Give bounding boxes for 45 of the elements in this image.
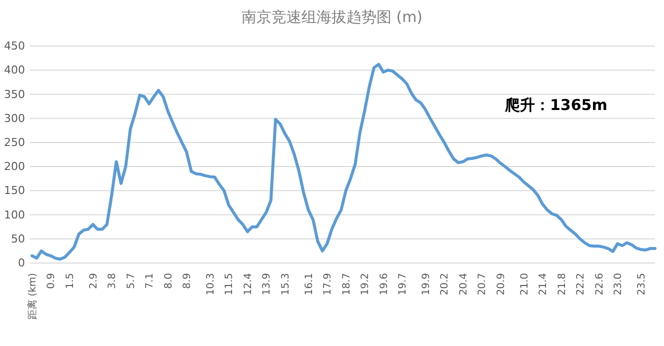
x-tick-label: 22.6 xyxy=(594,273,606,296)
x-tick-label: 16.1 xyxy=(304,273,315,296)
x-tick-label: 21.8 xyxy=(556,273,568,296)
x-tick-label: 19.7 xyxy=(398,273,409,296)
y-tick-label: 400 xyxy=(4,64,25,77)
x-tick-label: 7.1 xyxy=(144,273,156,289)
x-tick-label: 20.4 xyxy=(458,273,470,296)
x-tick-label: 1.5 xyxy=(64,273,76,289)
y-tick-label: 50 xyxy=(11,232,25,246)
x-tick-label: 17.9 xyxy=(322,273,334,296)
x-tick-label: 19.6 xyxy=(378,273,390,296)
x-tick-label: 13.9 xyxy=(262,273,273,296)
x-tick-label: 20.9 xyxy=(496,273,507,296)
x-tick-label: 0.9 xyxy=(46,273,58,289)
x-tick-label: 12.4 xyxy=(242,273,254,296)
x-tick-label: 21.4 xyxy=(538,273,550,296)
y-tick-label: 150 xyxy=(4,184,25,198)
x-tick-label: 3.8 xyxy=(107,273,118,289)
chart-title: 南京竞速组海拔趋势图 (m) xyxy=(241,8,423,26)
x-tick-label: 2.9 xyxy=(88,273,100,289)
x-tick-label: 20.2 xyxy=(440,273,451,296)
x-tick-label: 5.7 xyxy=(126,273,137,289)
y-tick-label: 0 xyxy=(18,256,25,270)
x-tick-label: 18.7 xyxy=(341,273,352,296)
line-series xyxy=(30,62,656,261)
y-tick-label: 200 xyxy=(4,160,25,174)
x-tick-label: 11.5 xyxy=(224,273,236,296)
x-tick-label: 19.2 xyxy=(360,273,372,296)
y-tick-label: 100 xyxy=(4,208,25,222)
x-tick-label: 15.3 xyxy=(280,273,292,296)
x-tick-label: 23.5 xyxy=(636,273,648,296)
y-tick-label: 350 xyxy=(4,88,25,101)
x-tick-label: 8.0 xyxy=(163,273,174,289)
x-tick-label: 距离 (km) xyxy=(26,272,38,320)
annotation: 爬升：1365m xyxy=(504,96,608,114)
x-tick-label: 20.7 xyxy=(477,273,488,296)
y-tick-label: 450 xyxy=(4,40,25,53)
x-tick-label: 22.2 xyxy=(576,273,587,296)
y-tick-label: 300 xyxy=(4,112,25,125)
y-tick-label: 250 xyxy=(4,136,25,149)
x-tick-label: 21.0 xyxy=(519,273,530,296)
x-tick-label: 23.0 xyxy=(613,273,624,296)
x-tick-label: 19.9 xyxy=(420,273,432,296)
x-tick-label: 8.9 xyxy=(182,273,194,289)
x-tick-label: 10.3 xyxy=(206,273,216,296)
